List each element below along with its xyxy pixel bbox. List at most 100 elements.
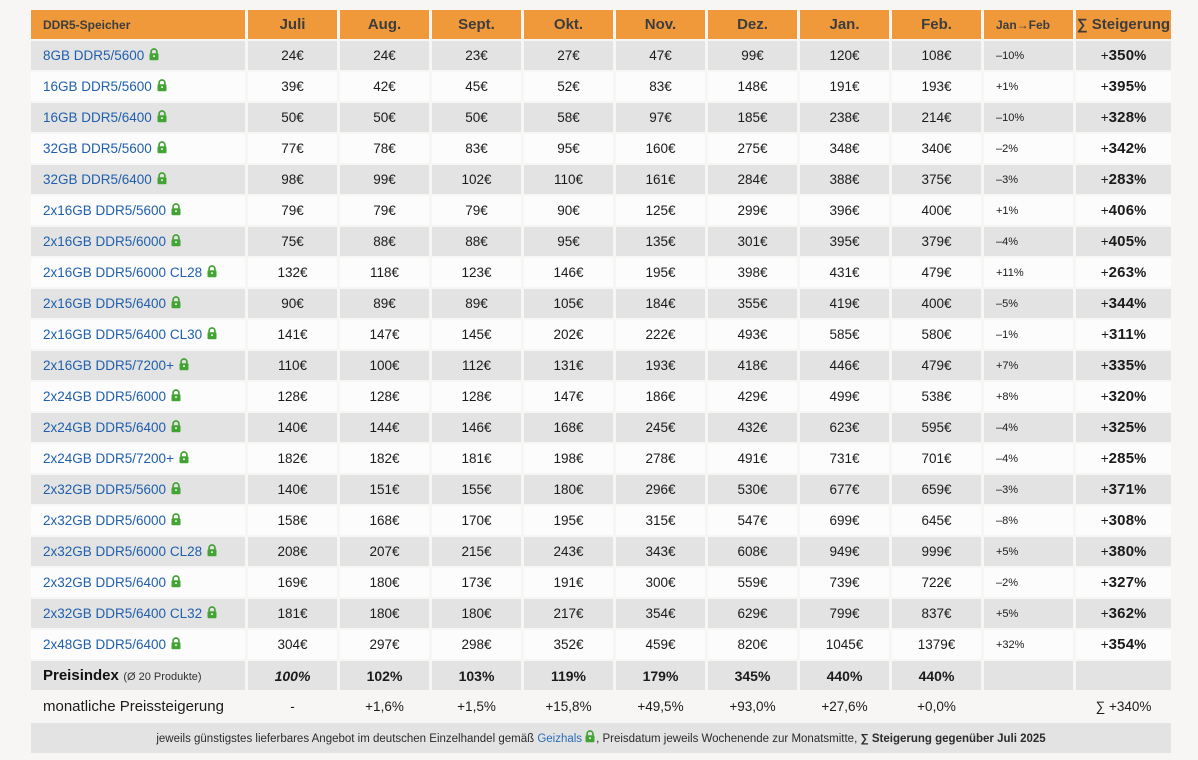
price-cell: 180€ — [340, 568, 429, 597]
total-increase-cell: +263% — [1076, 258, 1171, 287]
product-link[interactable]: 2x16GB DDR5/6400 CL30 — [43, 326, 203, 342]
price-cell: 99€ — [708, 41, 797, 70]
product-link[interactable]: 2x16GB DDR5/6000 — [43, 233, 167, 249]
lock-icon[interactable] — [156, 109, 168, 126]
price-cell: 145€ — [432, 320, 521, 349]
lock-icon[interactable] — [170, 419, 182, 436]
lock-icon[interactable] — [206, 326, 218, 343]
ddr5-price-table: DDR5-Speicher Juli Aug. Sept. Okt. Nov. Dez. Ja… — [28, 8, 1174, 755]
monthly-increase-cell: - — [290, 699, 295, 714]
lock-icon[interactable] — [206, 264, 218, 281]
price-cell: 580€ — [892, 320, 981, 349]
total-increase-cell: +335% — [1076, 351, 1171, 380]
month-column-header: Nov. — [616, 10, 705, 39]
price-cell: 50€ — [340, 103, 429, 132]
footer-text-after: , Preisdatum jeweils Wochenende zur Mona… — [596, 733, 861, 745]
lock-icon[interactable] — [156, 171, 168, 188]
lock-icon[interactable] — [170, 388, 182, 405]
lock-icon[interactable] — [170, 636, 182, 653]
price-cell: 100€ — [340, 351, 429, 380]
product-link[interactable]: 2x32GB DDR5/6400 CL32 — [43, 605, 203, 621]
janfeb-change-cell: –2% — [984, 568, 1073, 597]
price-cell: 949€ — [800, 537, 889, 566]
price-cell: 169€ — [248, 568, 337, 597]
product-link[interactable]: 2x16GB DDR5/5600 — [43, 202, 167, 218]
lock-icon[interactable] — [170, 295, 182, 312]
price-cell: 1379€ — [892, 630, 981, 659]
janfeb-change-cell: –8% — [984, 506, 1073, 535]
price-cell: 95€ — [524, 134, 613, 163]
lock-icon[interactable] — [156, 78, 168, 95]
lock-icon[interactable] — [206, 605, 218, 622]
product-link[interactable]: 2x24GB DDR5/7200+ — [43, 450, 174, 466]
product-link[interactable]: 32GB DDR5/5600 — [43, 140, 152, 156]
geizhals-link[interactable]: Geizhals — [537, 733, 583, 745]
product-link[interactable]: 2x48GB DDR5/6400 — [43, 636, 167, 652]
lock-icon[interactable] — [148, 47, 160, 64]
price-cell: 75€ — [248, 227, 337, 256]
price-cell: 479€ — [892, 258, 981, 287]
price-cell: 182€ — [248, 444, 337, 473]
total-increase-cell: +308% — [1076, 506, 1171, 535]
product-link[interactable]: 16GB DDR5/6400 — [43, 109, 152, 125]
price-cell: 343€ — [616, 537, 705, 566]
product-link[interactable]: 32GB DDR5/6400 — [43, 171, 152, 187]
total-increase-cell: +395% — [1076, 72, 1171, 101]
lock-icon[interactable] — [170, 233, 182, 250]
monthly-increase-cell: +93,0% — [729, 699, 776, 714]
total-increase-cell: +371% — [1076, 475, 1171, 504]
total-column-header: ∑ Steigerung — [1076, 10, 1171, 39]
lock-icon[interactable] — [170, 481, 182, 498]
lock-icon[interactable] — [170, 574, 182, 591]
product-link[interactable]: 2x32GB DDR5/6000 CL28 — [43, 543, 203, 559]
monthly-increase-cell: +1,6% — [365, 699, 404, 714]
price-cell: 99€ — [340, 165, 429, 194]
lock-icon[interactable] — [178, 450, 190, 467]
product-link[interactable]: 2x16GB DDR5/7200+ — [43, 357, 174, 373]
price-cell: 275€ — [708, 134, 797, 163]
product-link[interactable]: 16GB DDR5/5600 — [43, 78, 152, 94]
lock-icon — [157, 109, 167, 122]
price-cell: 202€ — [524, 320, 613, 349]
table-row: 2x24GB DDR5/6000 128€ 128€ 128€ 147€ 186€ 429€… — [31, 382, 1171, 411]
lock-icon[interactable] — [156, 140, 168, 157]
price-cell: 118€ — [340, 258, 429, 287]
product-link[interactable]: 8GB DDR5/5600 — [43, 47, 145, 63]
product-link[interactable]: 2x16GB DDR5/6000 CL28 — [43, 264, 203, 280]
price-cell: 459€ — [616, 630, 705, 659]
product-link[interactable]: 2x24GB DDR5/6000 — [43, 388, 167, 404]
lock-icon[interactable] — [170, 202, 182, 219]
table-row: 2x16GB DDR5/6400 90€ 89€ 89€ 105€ 184€ 355€ 419… — [31, 289, 1171, 318]
product-link[interactable]: 2x16GB DDR5/6400 — [43, 295, 167, 311]
price-cell: 559€ — [708, 568, 797, 597]
price-cell: 98€ — [248, 165, 337, 194]
price-cell: 146€ — [432, 413, 521, 442]
price-cell: 144€ — [340, 413, 429, 442]
product-cell: 2x16GB DDR5/6400 CL30 — [31, 320, 245, 349]
product-link[interactable]: 2x32GB DDR5/5600 — [43, 481, 167, 497]
lock-icon[interactable] — [206, 543, 218, 560]
price-cell: 135€ — [616, 227, 705, 256]
total-increase-cell: +325% — [1076, 413, 1171, 442]
price-cell: 479€ — [892, 351, 981, 380]
lock-icon — [157, 171, 167, 184]
price-cell: 110€ — [248, 351, 337, 380]
price-cell: 128€ — [340, 382, 429, 411]
lock-icon — [207, 605, 217, 618]
price-cell: 418€ — [708, 351, 797, 380]
table-row: 2x16GB DDR5/5600 79€ 79€ 79€ 90€ 125€ 299€ 396€… — [31, 196, 1171, 225]
price-cell: 388€ — [800, 165, 889, 194]
price-cell: 193€ — [892, 72, 981, 101]
preisindex-value-cell: 102% — [340, 661, 429, 690]
table-row: 2x24GB DDR5/6400 140€ 144€ 146€ 168€ 245€ 432€… — [31, 413, 1171, 442]
price-cell: 195€ — [524, 506, 613, 535]
lock-icon[interactable] — [170, 512, 182, 529]
price-cell: 191€ — [800, 72, 889, 101]
product-link[interactable]: 2x24GB DDR5/6400 — [43, 419, 167, 435]
monthly-increase-cell: +15,8% — [545, 699, 592, 714]
product-cell: 2x48GB DDR5/6400 — [31, 630, 245, 659]
price-cell: 170€ — [432, 506, 521, 535]
lock-icon[interactable] — [178, 357, 190, 374]
product-link[interactable]: 2x32GB DDR5/6400 — [43, 574, 167, 590]
product-link[interactable]: 2x32GB DDR5/6000 — [43, 512, 167, 528]
